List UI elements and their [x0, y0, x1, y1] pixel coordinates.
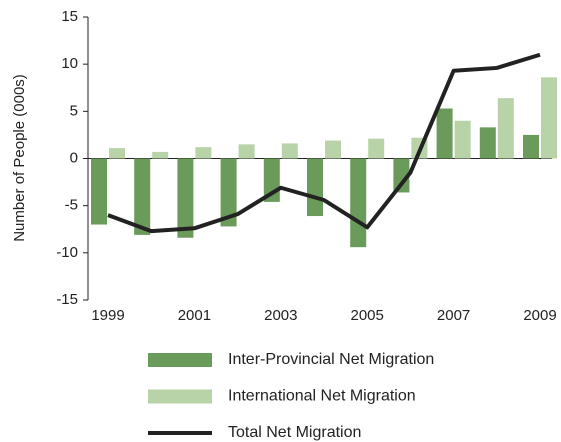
bar: [393, 158, 410, 193]
y-tick-label: -15: [56, 291, 78, 308]
x-tick-label: 2001: [178, 307, 211, 324]
bar: [497, 98, 514, 159]
legend-swatch: [148, 389, 212, 404]
legend-label: Inter-Provincial Net Migration: [228, 351, 434, 368]
y-tick-label: 15: [61, 8, 78, 25]
x-tick-label: 2005: [351, 307, 384, 324]
x-tick-label: 2007: [437, 307, 470, 324]
bar: [454, 120, 471, 159]
x-tick-label: 1999: [91, 307, 124, 324]
bar: [91, 158, 107, 225]
y-tick-label: 5: [70, 102, 78, 119]
x-tick-label: 2009: [523, 307, 556, 324]
x-tick-label: 2003: [264, 307, 297, 324]
bar: [281, 143, 298, 159]
line: [107, 52, 541, 234]
y-tick-label: 0: [70, 149, 78, 166]
bar: [195, 147, 212, 159]
bar: [109, 148, 125, 159]
legend-swatch: [148, 353, 212, 367]
bar: [307, 158, 323, 217]
legend-label: International Net Migration: [228, 388, 416, 405]
bar: [134, 158, 151, 235]
y-tick-label: 10: [61, 55, 78, 72]
bar: [436, 108, 453, 159]
bar: [325, 140, 341, 159]
bar: [368, 138, 385, 159]
bar: [177, 158, 194, 238]
y-axis-label: Number of People (000s): [11, 74, 28, 242]
y-tick-label: -10: [56, 244, 78, 261]
bar: [220, 158, 237, 227]
bar: [152, 151, 169, 159]
bar: [523, 134, 539, 159]
bar: [350, 158, 367, 248]
bar: [541, 77, 557, 159]
bar: [479, 127, 496, 159]
y-tick-label: -5: [65, 197, 78, 214]
bar: [238, 144, 255, 159]
legend-label: Total Net Migration: [228, 424, 361, 441]
